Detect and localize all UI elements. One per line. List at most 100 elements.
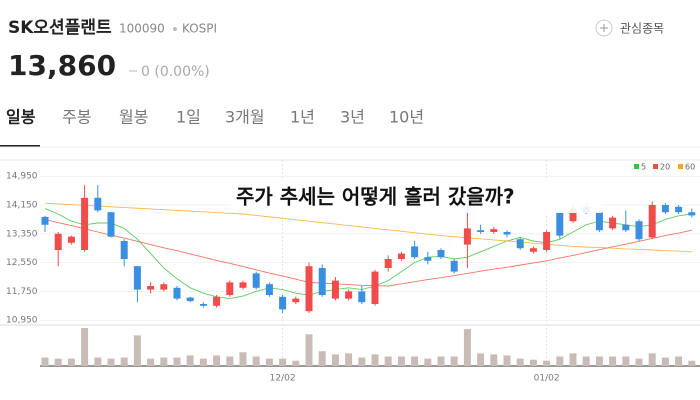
candle-body xyxy=(675,206,683,213)
volume-bar xyxy=(529,359,537,366)
volume-bar xyxy=(213,355,221,366)
tab[interactable]: 월봉 xyxy=(119,108,148,127)
candle-body xyxy=(292,298,300,303)
candle-body xyxy=(318,268,326,295)
watch-button[interactable]: 관심종목 xyxy=(595,19,664,37)
volume-bar xyxy=(107,358,115,366)
volume-bar xyxy=(595,356,603,366)
candle-body xyxy=(120,241,128,259)
volume-bar xyxy=(424,358,432,366)
watch-label[interactable]: 관심종목 xyxy=(620,22,664,36)
candle-body xyxy=(424,257,432,261)
y-tick-label: 10,950 xyxy=(6,316,38,326)
tab[interactable]: 1년 xyxy=(290,108,315,127)
candle-body xyxy=(54,233,62,250)
candle-body xyxy=(305,266,313,312)
volume-bar xyxy=(94,357,102,366)
volume-bar xyxy=(133,335,141,366)
volume-bar xyxy=(543,360,551,366)
volume-bar xyxy=(305,334,313,366)
tabs: 일봉 주봉 월봉 1일 3개월 1년 3년 10년 xyxy=(6,108,424,127)
annotation-background xyxy=(230,181,602,213)
volume-bar xyxy=(675,356,683,366)
candle-body xyxy=(41,216,49,225)
volume-bar xyxy=(371,354,379,366)
volume-bar xyxy=(186,355,194,366)
candle-body xyxy=(437,250,445,258)
candle-body xyxy=(173,287,181,299)
legend-label: 60 xyxy=(685,163,695,172)
candle-body xyxy=(688,212,696,216)
volume-bar xyxy=(661,357,669,366)
candle-body xyxy=(199,304,207,306)
candle-body xyxy=(516,239,524,249)
volume-bar xyxy=(81,328,89,366)
volume-bar xyxy=(173,357,181,366)
chart: 10,950 11,750 12,550 13,350 14,150 14,950 12/0… xyxy=(0,159,700,384)
candle-body xyxy=(595,212,603,231)
moving-average-line xyxy=(44,202,692,253)
volume-bar xyxy=(199,358,207,366)
candle-body xyxy=(186,297,194,302)
volume-bar xyxy=(450,356,458,366)
separator-dot xyxy=(173,27,177,31)
volume-bar xyxy=(41,357,49,366)
candle-body xyxy=(556,212,564,236)
candle-body xyxy=(67,236,75,243)
candle-body xyxy=(490,229,498,232)
moving-average-line xyxy=(44,218,692,287)
price: 13,860 xyxy=(8,49,116,82)
y-tick-label: 14,150 xyxy=(6,201,38,211)
candle-body xyxy=(450,260,458,272)
volume-bar xyxy=(411,356,419,366)
tab[interactable]: 3개월 xyxy=(225,108,265,127)
annotation: 주가 추세는 어떻게 흘러 갔을까? xyxy=(236,185,515,209)
tab[interactable]: 주봉 xyxy=(62,108,91,127)
volume-bar xyxy=(147,358,155,366)
volume-bar xyxy=(160,357,168,366)
tab[interactable]: 10년 xyxy=(389,108,424,127)
candle-body xyxy=(331,280,339,299)
tab[interactable]: 1일 xyxy=(176,108,201,127)
y-tick-label: 12,550 xyxy=(6,258,38,268)
candle-body xyxy=(94,197,102,211)
candle-body xyxy=(609,217,617,229)
candle-body xyxy=(477,230,485,232)
y-tick-label: 13,350 xyxy=(6,229,38,239)
volume-bar xyxy=(648,353,656,366)
volume-bar xyxy=(490,354,498,366)
legend-swatch xyxy=(653,164,658,169)
candle-body xyxy=(648,205,656,238)
volume-bar xyxy=(516,358,524,366)
volume-bar xyxy=(67,358,75,366)
tab[interactable]: 일봉 xyxy=(6,108,36,127)
moving-average-line xyxy=(44,208,692,300)
volume-bar xyxy=(582,356,590,366)
legend: 5 20 60 xyxy=(634,163,695,172)
volume-bar xyxy=(688,360,696,366)
legend-label: 20 xyxy=(660,163,670,172)
candle-body xyxy=(81,197,89,250)
candle-body xyxy=(265,284,273,295)
candle-body xyxy=(529,248,537,252)
volume-bar xyxy=(622,356,630,366)
volume-bar xyxy=(226,356,234,366)
volume-bar xyxy=(384,356,392,366)
volume-bar xyxy=(397,356,405,366)
candle-body xyxy=(463,228,471,245)
volume-bar xyxy=(556,356,564,366)
candle-body xyxy=(147,286,155,290)
stock-code: 100090 xyxy=(119,22,165,36)
volume-bar xyxy=(292,360,300,366)
plus-icon xyxy=(595,19,613,37)
volume-bar xyxy=(437,356,445,366)
candle-body xyxy=(635,221,643,240)
tab[interactable]: 3년 xyxy=(340,108,365,127)
volume-bar xyxy=(279,358,287,366)
y-tick-label: 11,750 xyxy=(6,287,38,297)
candle-body xyxy=(397,253,405,259)
candle-body xyxy=(503,232,511,235)
x-tick-label: 12/02 xyxy=(270,374,296,384)
